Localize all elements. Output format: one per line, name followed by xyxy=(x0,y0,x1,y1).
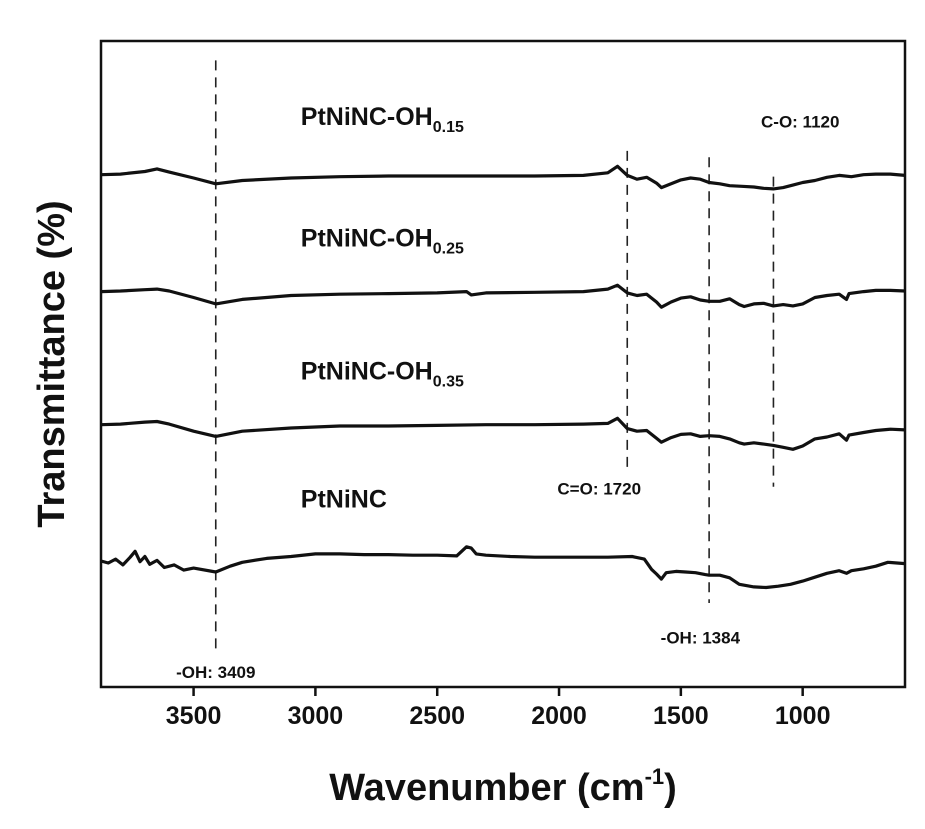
series-lines xyxy=(101,166,905,587)
x-axis-title-main: Wavenumber (cm xyxy=(329,767,644,809)
ftir-chart: -OH: 3409 C=O: 1720 -OH: 1384 C-O: 1120 PtNi… xyxy=(0,0,925,829)
series-label-ptninc-oh0-15: PtNiNC-OH0.15 xyxy=(301,103,464,136)
reference-label-1120: C-O: 1120 xyxy=(761,113,839,132)
series-label-subscript: 0.35 xyxy=(433,374,464,391)
series-label-ptninc-oh0-25: PtNiNC-OH0.25 xyxy=(301,224,464,257)
series-label-ptninc: PtNiNC xyxy=(301,485,387,513)
reference-label-1384: -OH: 1384 xyxy=(661,629,741,648)
x-tick-label-2000: 2000 xyxy=(531,702,587,730)
annotation-labels: -OH: 3409 C=O: 1720 -OH: 1384 C-O: 1120 PtNi… xyxy=(176,103,839,682)
y-axis-title: Transmittance (%) xyxy=(31,200,73,527)
x-tick-label-1500: 1500 xyxy=(653,702,709,730)
series-label-main: PtNiNC-OH xyxy=(301,103,433,131)
series-label-subscript: 0.15 xyxy=(433,119,464,136)
series-label-subscript: 0.25 xyxy=(433,240,464,257)
chart-stage: -OH: 3409 C=O: 1720 -OH: 1384 C-O: 1120 PtNi… xyxy=(0,0,925,829)
series-line-ptninc-oh0-15 xyxy=(101,166,905,189)
x-tick-label-2500: 2500 xyxy=(409,702,465,730)
series-label-main: PtNiNC-OH xyxy=(301,224,433,252)
x-tick-label-3000: 3000 xyxy=(288,702,344,730)
x-axis-ticks: 3500 3000 2500 2000 1500 1000 xyxy=(166,687,831,730)
plot-frame xyxy=(101,41,905,687)
x-tick-label-3500: 3500 xyxy=(166,702,222,730)
series-line-ptninc-oh0-25 xyxy=(101,285,905,307)
x-axis-title-superscript: -1 xyxy=(645,764,665,789)
series-label-ptninc-oh0-35: PtNiNC-OH0.35 xyxy=(301,358,464,391)
x-axis-title-close: ) xyxy=(664,767,677,809)
reference-label-3409: -OH: 3409 xyxy=(176,663,255,682)
reference-label-1720: C=O: 1720 xyxy=(557,479,641,498)
series-line-ptninc xyxy=(101,547,905,588)
series-label-main: PtNiNC xyxy=(301,485,387,513)
x-axis-title: Wavenumber (cm-1) xyxy=(329,764,677,809)
series-label-main: PtNiNC-OH xyxy=(301,358,433,386)
series-line-ptninc-oh0-35 xyxy=(101,418,905,449)
reference-lines xyxy=(216,60,774,654)
x-tick-label-1000: 1000 xyxy=(775,702,831,730)
